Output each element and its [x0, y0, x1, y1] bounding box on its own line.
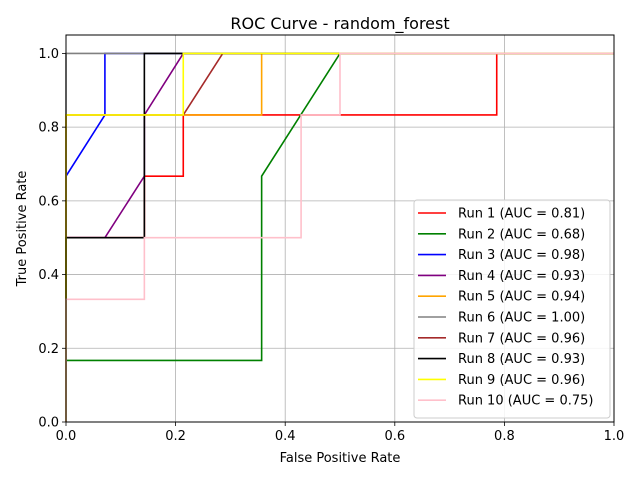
legend: Run 1 (AUC = 0.81) Run 2 (AUC = 0.68) Run …: [413, 199, 611, 419]
legend-label: Run 7 (AUC = 0.96): [458, 331, 585, 346]
x-tick-label: 0.2: [165, 429, 186, 444]
legend-label: Run 10 (AUC = 0.75): [458, 394, 593, 409]
legend-label: Run 8 (AUC = 0.93): [458, 352, 585, 367]
legend-label: Run 9 (AUC = 0.96): [458, 373, 585, 388]
legend-label: Run 5 (AUC = 0.94): [458, 290, 585, 305]
legend-label: Run 3 (AUC = 0.98): [458, 248, 585, 263]
legend-label: Run 6 (AUC = 1.00): [458, 311, 585, 326]
x-tick-label: 0.8: [494, 429, 515, 444]
x-tick-label: 0.4: [275, 429, 296, 444]
chart-title: ROC Curve - random_forest: [230, 14, 449, 34]
x-tick-label: 0.0: [56, 429, 77, 444]
y-tick-label: 0.2: [38, 342, 59, 357]
y-tick-label: 0.0: [38, 416, 59, 431]
series-line-run-10: [65, 52, 614, 422]
y-tick-label: 0.4: [38, 268, 59, 283]
legend-label: Run 2 (AUC = 0.68): [458, 227, 585, 242]
x-tick-label: 1.0: [604, 429, 625, 444]
y-axis-label: True Positive Rate: [15, 171, 30, 288]
y-tick-label: 0.8: [38, 121, 59, 136]
y-tick-label: 0.6: [38, 194, 59, 209]
x-axis-ticks: 0.0 0.2 0.4 0.6 0.8 1.0: [56, 422, 625, 444]
plot-frame: [65, 34, 615, 423]
legend-box: [413, 199, 611, 419]
x-tick-label: 0.6: [384, 429, 405, 444]
legend-label: Run 1 (AUC = 0.81): [458, 207, 585, 222]
y-axis-ticks: 0.0 0.2 0.4 0.6 0.8 1.0: [38, 47, 66, 431]
y-tick-label: 1.0: [38, 47, 59, 62]
legend-label: Run 4 (AUC = 0.93): [458, 269, 585, 284]
x-axis-label: False Positive Rate: [280, 451, 401, 466]
